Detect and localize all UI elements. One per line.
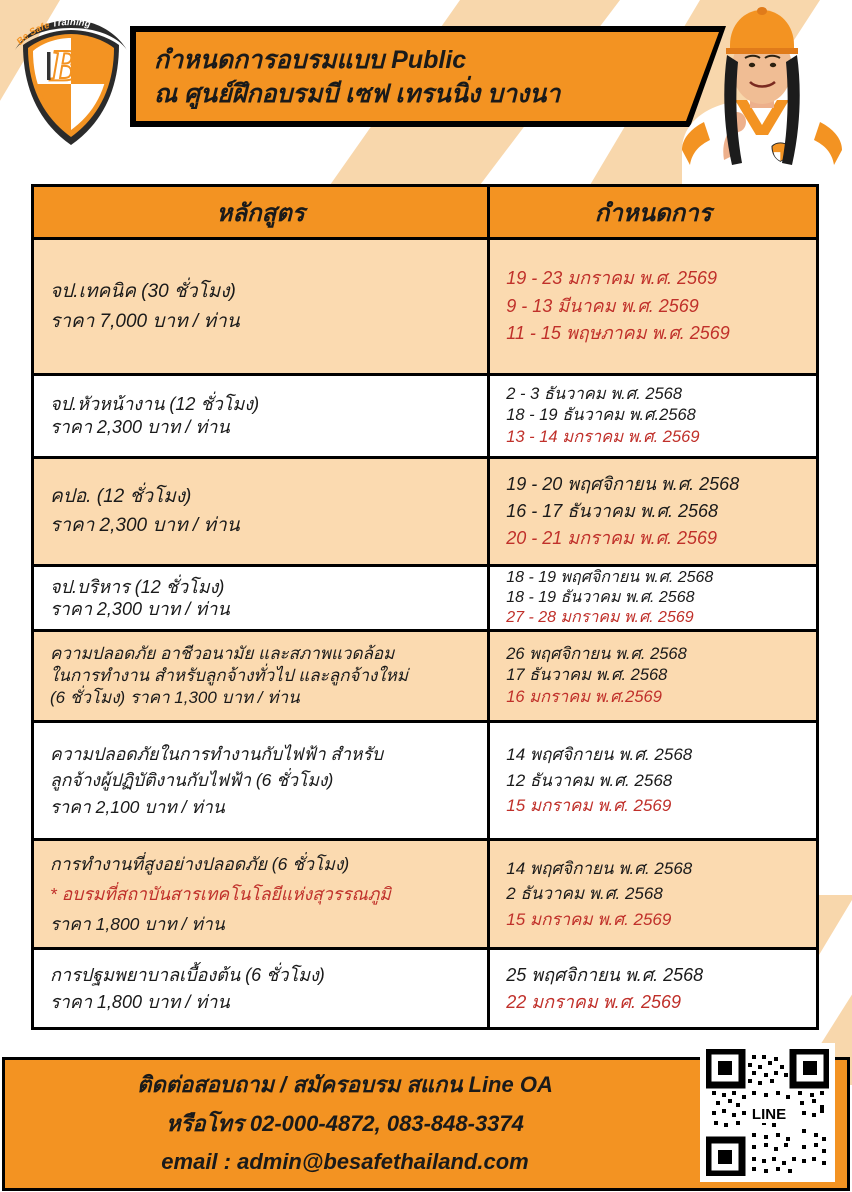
svg-text:กำหนดการอบรมแบบ Public: กำหนดการอบรมแบบ Public xyxy=(154,46,466,74)
svg-text:ณ ศูนย์ฝึกอบรมบี เซฟ เทรนนิ่ง: ณ ศูนย์ฝึกอบรมบี เซฟ เทรนนิ่ง บางนา xyxy=(154,75,561,109)
svg-text:LINE: LINE xyxy=(752,1106,786,1123)
